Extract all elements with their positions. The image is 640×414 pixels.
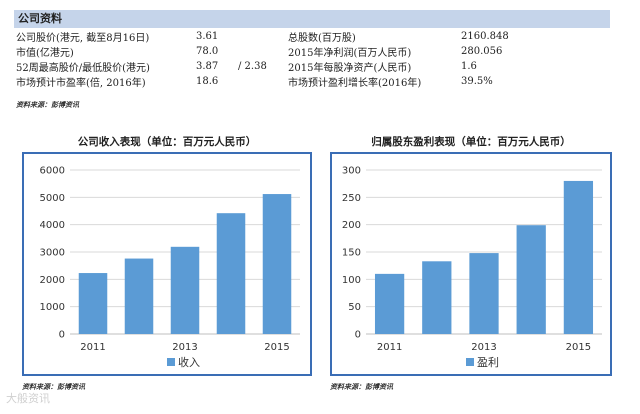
- x-tick-label: 2011: [377, 342, 402, 353]
- info-value: 18.6: [196, 76, 219, 87]
- source-note-top: 资料来源：彭博资讯: [16, 100, 79, 109]
- info-extra: [238, 74, 288, 89]
- info-extra: [238, 29, 288, 44]
- info-row: 市场预计市盈率(倍, 2016年) 18.6 市场预计盈利增长率(2016年) 39.…: [16, 74, 581, 89]
- x-tick-label: 2013: [172, 342, 197, 353]
- legend-label: 盈利: [477, 356, 499, 369]
- y-tick-label: 0: [59, 330, 65, 341]
- info-label: 公司股价(港元, 截至8月16日): [16, 33, 150, 44]
- bar-2015: [262, 194, 292, 334]
- watermark: 大般资讯: [6, 390, 50, 406]
- legend-swatch: [466, 358, 474, 366]
- info-label: 市场预计市盈率(倍, 2016年): [16, 78, 146, 89]
- y-tick-label: 1000: [40, 302, 65, 313]
- revenue-chart: 0 1000 2000 3000 4000 5000 6000 2011 2013 2015 收入: [40, 166, 300, 369]
- y-tick-label: 6000: [40, 166, 65, 177]
- bar-2011: [374, 273, 405, 334]
- source-note-left: 资料来源：彭博资讯: [22, 382, 85, 391]
- y-tick-label: 100: [342, 275, 361, 286]
- bar-2012: [124, 258, 154, 334]
- legend-label: 收入: [178, 355, 200, 369]
- y-tick-label: 5000: [40, 193, 65, 204]
- revenue-chart-title: 公司收入表现（单位：百万元人民币）: [77, 136, 257, 148]
- source-note-right: 资料来源：彭博资讯: [330, 382, 393, 391]
- y-tick-label: 300: [342, 166, 361, 177]
- bar-2012: [422, 261, 452, 334]
- x-tick-label: 2011: [80, 342, 105, 353]
- info-extra: / 2.38: [238, 61, 267, 72]
- info-value: 39.5%: [461, 76, 493, 87]
- info-label: 市场预计盈利增长率(2016年): [288, 78, 422, 89]
- info-label: 52周最高股价/最低股价(港元): [16, 63, 150, 74]
- info-label: 2015年净利润(百万人民币): [288, 48, 412, 59]
- bar-2011: [78, 273, 108, 334]
- info-value: 3.61: [196, 31, 219, 42]
- bar-2015: [563, 180, 594, 334]
- info-value: 1.6: [461, 61, 477, 72]
- info-label: 市值(亿港元): [16, 48, 74, 59]
- bar-2013: [170, 246, 200, 334]
- profit-chart-frame: 0 50 100 150 200 250 300 2011 2013 2015 盈利: [330, 152, 612, 376]
- info-value: 3.87: [196, 61, 219, 72]
- watermark-text: 大般资讯: [6, 392, 50, 405]
- info-row: 市值(亿港元) 78.0 2015年净利润(百万人民币) 280.056: [16, 44, 581, 59]
- info-label: 2015年每股净资产(人民币): [288, 63, 412, 74]
- profit-chart-title: 归属股东盈利表现（单位：百万元人民币）: [371, 136, 571, 148]
- info-row: 52周最高股价/最低股价(港元) 3.87 / 2.38 2015年每股净资产(人民币…: [16, 59, 581, 74]
- bar-2014: [516, 225, 546, 334]
- bar-2014: [216, 213, 246, 334]
- legend-swatch: [167, 358, 175, 366]
- company-info-table: 公司股价(港元, 截至8月16日) 3.61 总股数(百万股) 2160.848 市值(…: [16, 29, 581, 89]
- info-label: 总股数(百万股): [288, 33, 356, 44]
- bar-2013: [469, 253, 499, 334]
- y-tick-label: 250: [342, 193, 361, 204]
- revenue-chart-frame: 0 1000 2000 3000 4000 5000 6000 2011 2013 2015 收入: [22, 152, 312, 376]
- y-tick-label: 150: [342, 248, 361, 259]
- info-row: 公司股价(港元, 截至8月16日) 3.61 总股数(百万股) 2160.848: [16, 29, 581, 44]
- y-tick-label: 50: [348, 302, 361, 313]
- y-tick-label: 4000: [40, 220, 65, 231]
- y-tick-label: 0: [355, 330, 361, 341]
- x-tick-label: 2015: [264, 342, 289, 353]
- x-tick-label: 2013: [471, 342, 496, 353]
- x-tick-label: 2015: [566, 342, 591, 353]
- y-tick-label: 200: [342, 220, 361, 231]
- y-tick-label: 3000: [40, 248, 65, 259]
- info-value: 78.0: [196, 46, 219, 57]
- info-extra: [238, 44, 288, 59]
- y-tick-label: 2000: [40, 275, 65, 286]
- section-title: 公司资料: [18, 12, 62, 25]
- info-value: 2160.848: [461, 31, 509, 42]
- section-header: 公司资料: [14, 10, 610, 28]
- profit-chart: 0 50 100 150 200 250 300 2011 2013 2015 盈利: [342, 166, 602, 369]
- info-value: 280.056: [461, 46, 503, 57]
